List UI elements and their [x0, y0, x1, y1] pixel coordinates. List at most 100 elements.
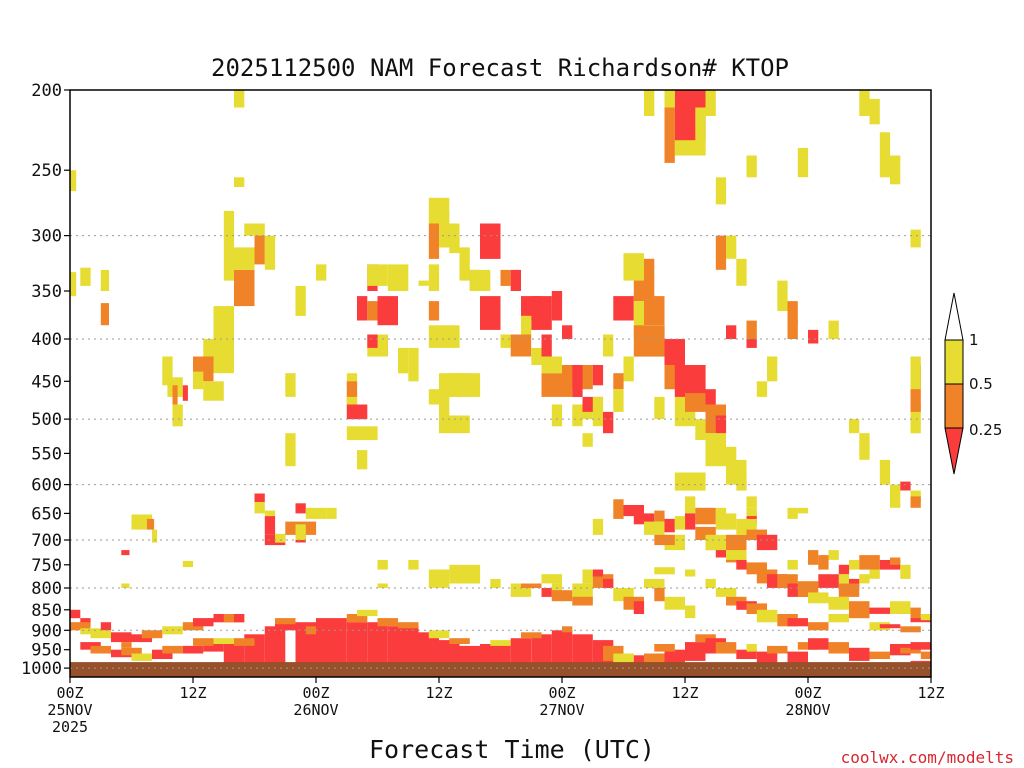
- ri-cell-Y: [674, 472, 706, 491]
- x-tick-label: 26NOV: [293, 701, 338, 719]
- ri-cell-Y: [541, 574, 562, 584]
- ri-cell-O: [121, 647, 142, 656]
- y-tick-label: 550: [31, 444, 62, 464]
- ri-cell-Y: [664, 90, 675, 108]
- ri-cell-O: [90, 645, 111, 654]
- ri-cell-Y: [808, 592, 829, 604]
- ri-cell-Y: [890, 484, 901, 508]
- ri-cell-Y: [828, 596, 849, 610]
- ri-cell-Y: [582, 433, 593, 447]
- ri-cell-R: [316, 618, 347, 669]
- ri-cell-Y: [838, 574, 850, 584]
- ri-cell-Y: [449, 235, 460, 254]
- ri-cell-Y: [295, 524, 306, 540]
- colorbar-legend: 1 0.5 0.25: [944, 292, 1002, 475]
- ri-cell-Y: [131, 653, 152, 661]
- ri-cell-O: [900, 647, 921, 654]
- ri-cell-Y: [674, 516, 686, 530]
- ri-cell-Y: [428, 630, 450, 639]
- ri-cell-R: [726, 325, 737, 339]
- ri-cell-Y: [223, 210, 235, 281]
- ri-cell-Y: [787, 507, 798, 519]
- y-tick-label: 850: [31, 601, 62, 621]
- ri-cell-Y: [910, 356, 921, 390]
- ri-cell-Y: [121, 583, 130, 588]
- ri-cell-Y: [726, 513, 737, 530]
- ri-cell-R: [910, 642, 931, 650]
- ri-cell-O: [685, 393, 706, 412]
- ri-cell-O: [500, 269, 511, 286]
- ri-cell-R: [367, 622, 388, 669]
- ri-cell-Y: [828, 614, 849, 623]
- ri-cell-R: [633, 513, 655, 525]
- ri-cell-Y: [726, 235, 737, 259]
- ri-cell-Y: [592, 518, 604, 535]
- y-tick-label: 500: [31, 410, 62, 430]
- ri-cell-Y: [767, 356, 778, 382]
- ri-cell-O: [900, 626, 921, 633]
- ri-cell-R: [510, 269, 521, 291]
- ri-cell-R: [100, 622, 112, 631]
- ri-cell-R: [541, 588, 552, 597]
- ri-cell-O: [644, 296, 665, 326]
- ri-cell-Y: [490, 578, 501, 588]
- ri-cell-R: [121, 550, 130, 556]
- ri-cell-O: [910, 496, 921, 508]
- ri-cell-Y: [859, 574, 870, 584]
- x-tick-label: 00Z: [302, 684, 329, 702]
- y-tick-label: 250: [31, 161, 62, 181]
- ri-cell-O: [521, 583, 542, 588]
- ri-cell-O: [787, 320, 798, 339]
- ri-cell-Y: [521, 315, 532, 335]
- ri-cell-Y: [377, 560, 388, 570]
- ri-cell-Y: [203, 381, 224, 401]
- y-tick-label: 650: [31, 504, 62, 524]
- ri-cell-R: [787, 618, 808, 627]
- ri-cell-Y: [695, 419, 706, 440]
- ri-cell-Y: [254, 502, 265, 514]
- ri-cell-R: [685, 513, 696, 530]
- ri-cell-O: [695, 634, 716, 643]
- y-tick-label: 450: [31, 372, 62, 392]
- colorbar-top-arrow: [944, 292, 964, 341]
- ri-cell-R: [664, 649, 685, 665]
- ri-cell-Y: [439, 404, 450, 427]
- x-tick-label: 00Z: [794, 684, 821, 702]
- ri-cell-Y: [869, 622, 890, 631]
- ri-cell-O: [234, 638, 255, 646]
- ri-cell-R: [377, 296, 398, 326]
- ri-cell-Y: [152, 529, 158, 543]
- ri-cell-Y: [910, 229, 921, 248]
- x-tick-label: 27NOV: [539, 701, 584, 719]
- ri-cell-Y: [305, 507, 327, 519]
- ri-cell-Y: [213, 638, 234, 644]
- ri-cell-Y: [613, 389, 624, 412]
- ri-cell-Y: [377, 583, 388, 588]
- plot-frame: [69, 89, 932, 678]
- ri-cell-Y: [367, 264, 388, 286]
- ri-cell-Y: [756, 609, 778, 623]
- ri-cell-R: [890, 644, 911, 656]
- ri-cell-Y: [797, 507, 809, 514]
- ri-cell-O: [654, 510, 665, 522]
- x-tick-label: 12Z: [179, 684, 206, 702]
- ri-cell-R: [264, 516, 276, 535]
- ri-cell-Y: [613, 653, 634, 663]
- ri-cell-R: [849, 647, 870, 661]
- ri-cell-Y: [572, 415, 583, 427]
- y-tick-label: 950: [31, 641, 62, 661]
- ri-cell-Y: [398, 347, 409, 374]
- ri-cell-R: [531, 296, 552, 330]
- ri-cell-O: [746, 562, 767, 575]
- ri-cell-Y: [203, 339, 214, 357]
- ri-cell-R: [900, 481, 911, 491]
- ri-cell-R: [295, 503, 306, 514]
- chart-title: 2025112500 NAM Forecast Richardson# KTOP: [211, 54, 789, 82]
- ri-cell-Y: [234, 247, 255, 270]
- ri-cell-Y: [264, 235, 276, 270]
- ri-cell-Y: [726, 550, 747, 560]
- ri-cell-O: [654, 644, 675, 652]
- ri-cell-Y: [603, 334, 614, 357]
- ri-cell-Y: [726, 446, 737, 467]
- ri-cell-R: [562, 325, 573, 339]
